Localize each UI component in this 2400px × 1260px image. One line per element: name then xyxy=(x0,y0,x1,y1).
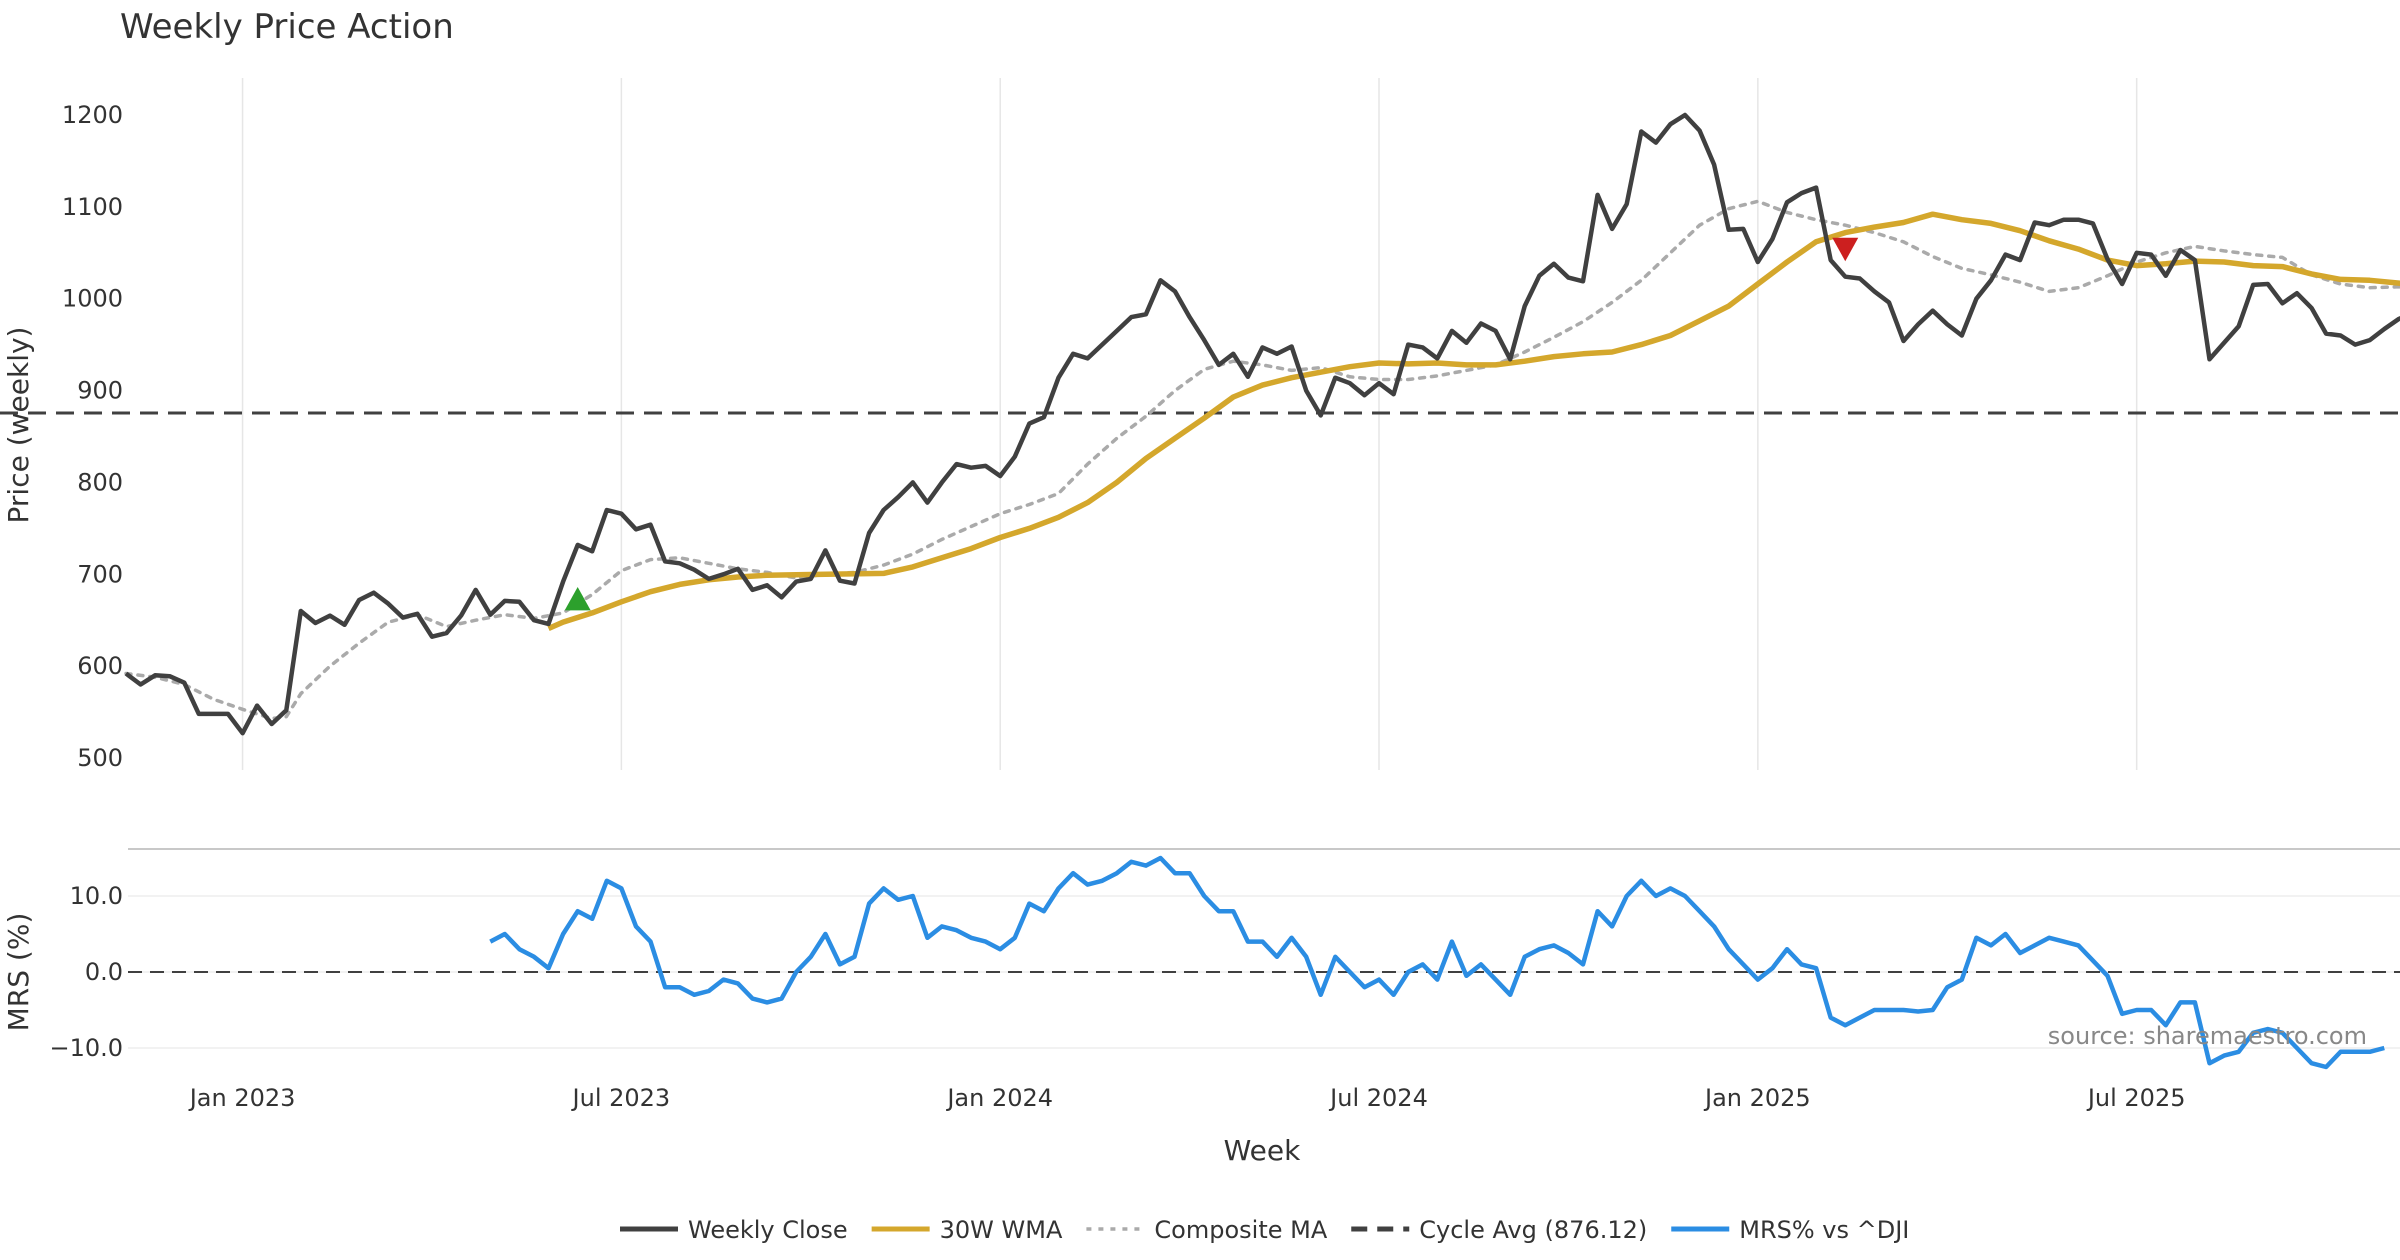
price-y-tick-1100: 1100 xyxy=(62,193,123,221)
signal-markers xyxy=(564,237,1859,611)
source-annotation: source: sharemaestro.com xyxy=(2048,1022,2367,1050)
mrs-series-lines xyxy=(489,855,2385,1070)
buy-signal-marker xyxy=(564,587,591,611)
x-tick-1: Jul 2023 xyxy=(571,1084,671,1112)
price-y-tick-900: 900 xyxy=(77,377,123,405)
price-y-tick-500: 500 xyxy=(77,744,123,772)
x-tick-2: Jan 2024 xyxy=(945,1084,1053,1112)
price-series-30w-wma xyxy=(547,211,2400,632)
price-y-axis-label: Price (weekly) xyxy=(2,327,35,524)
mrs-series-mrs-vs-dji xyxy=(489,855,2385,1070)
sell-signal-marker xyxy=(1832,237,1859,262)
price-y-tick-1200: 1200 xyxy=(62,101,123,129)
price-y-tick-600: 600 xyxy=(77,652,123,680)
legend-label-1: 30W WMA xyxy=(940,1216,1063,1244)
mrs-y-tick-1: 0.0 xyxy=(85,958,123,986)
mrs-y-ticks: −10.0 0.0 10.0 xyxy=(49,882,123,1062)
price-series-weekly-close xyxy=(124,112,2400,736)
legend-label-2: Composite MA xyxy=(1154,1216,1327,1244)
mrs-y-tick-2: 10.0 xyxy=(70,882,123,910)
x-ticks: Jan 2023 Jul 2023 Jan 2024 Jul 2024 Jan 2025… xyxy=(188,1084,2186,1112)
price-y-tick-800: 800 xyxy=(77,468,123,496)
legend-label-3: Cycle Avg (876.12) xyxy=(1419,1216,1647,1244)
x-tick-0: Jan 2023 xyxy=(188,1084,296,1112)
legend-label-4: MRS% vs ^DJI xyxy=(1739,1216,1909,1244)
x-axis-label: Week xyxy=(1224,1134,1301,1167)
price-y-ticks: 500 600 700 800 900 1000 1100 1200 xyxy=(62,101,123,772)
legend-label-0: Weekly Close xyxy=(688,1216,848,1244)
price-series-composite-ma xyxy=(124,199,2400,721)
legend: Weekly Close 30W WMA Composite MA Cycle Avg… xyxy=(620,1216,1909,1244)
x-tick-5: Jul 2025 xyxy=(2086,1084,2186,1112)
x-tick-3: Jul 2024 xyxy=(1328,1084,1428,1112)
price-series-lines xyxy=(124,112,2400,736)
mrs-y-tick-0: −10.0 xyxy=(49,1034,123,1062)
price-y-tick-1000: 1000 xyxy=(62,285,123,313)
x-tick-4: Jan 2025 xyxy=(1703,1084,1811,1112)
mrs-y-axis-label: MRS (%) xyxy=(2,913,35,1032)
chart-title: Weekly Price Action xyxy=(120,7,454,47)
price-y-tick-700: 700 xyxy=(77,560,123,588)
price-panel-grid xyxy=(241,78,2138,770)
